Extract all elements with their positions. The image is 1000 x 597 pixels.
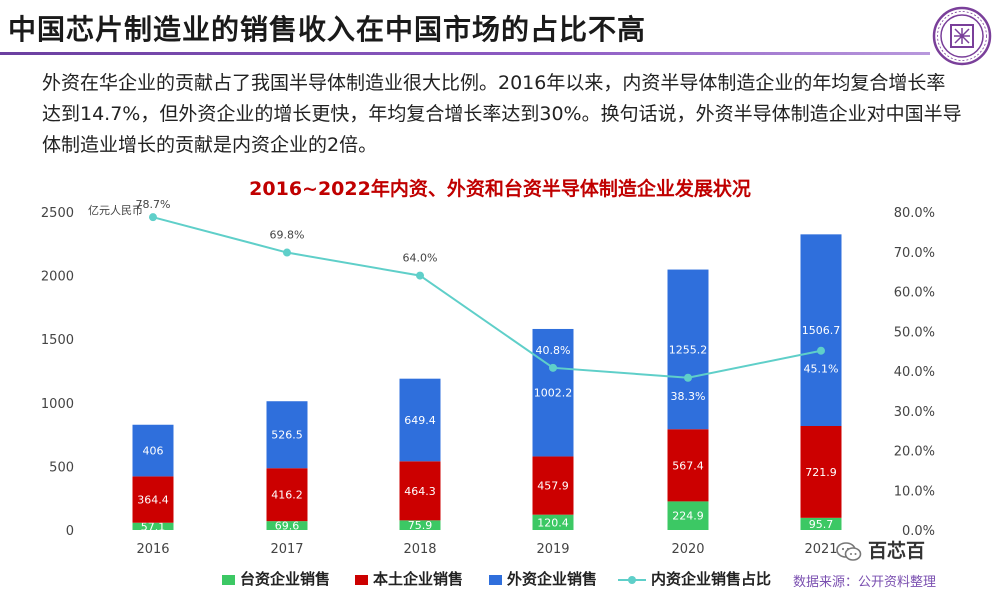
intro-paragraph: 外资在华企业的贡献占了我国半导体制造业很大比例。2016年以来，内资半导体制造企…: [42, 72, 962, 156]
bar-label-1-4: 567.4: [672, 459, 704, 472]
bar-label-0-1: 69.6: [275, 520, 300, 533]
x-tick-label: 2017: [270, 542, 303, 557]
x-tick-label: 2021: [804, 542, 837, 557]
bar-1-5: [800, 426, 842, 518]
university-seal-icon: [932, 6, 992, 66]
legend-swatch-taiwan: [222, 574, 235, 585]
y-tick-label: 2500: [41, 206, 74, 221]
bar-2-5: [800, 234, 842, 427]
y-tick-label: 500: [49, 460, 74, 475]
bar-2-4: [667, 269, 709, 430]
brand-name: 百芯百: [868, 540, 926, 562]
x-tick-label: 2019: [536, 542, 569, 557]
y-tick-label: 1000: [41, 397, 74, 412]
bar-1-1: [266, 468, 308, 522]
y-axis-label: 亿元人民币: [88, 204, 143, 217]
y2-tick-label: 50.0%: [894, 325, 935, 340]
bar-label-0-0: 57.1: [141, 520, 166, 533]
slide-title: 中国芯片制造业的销售收入在中国市场的占比不高: [8, 13, 647, 46]
share-point-1: [283, 248, 291, 257]
bar-label-2-2: 649.4: [404, 414, 436, 427]
bar-label-0-5: 95.7: [809, 518, 834, 531]
bar-label-2-4: 1255.2: [669, 343, 708, 356]
y-tick-label: 0: [66, 524, 74, 539]
bar-0-4: [667, 501, 709, 530]
share-label-1: 69.8%: [270, 229, 305, 242]
bar-0-5: [800, 517, 842, 530]
legend-label-share: 内资企业销售占比: [651, 570, 772, 588]
bar-label-2-0: 406: [143, 445, 164, 458]
share-point-4: [684, 373, 692, 382]
brand-watermark: 百芯百: [836, 536, 925, 562]
chart-legend: 台资企业销售 本土企业销售 外资企业销售 内资企业销售占比: [0, 568, 1000, 592]
bar-0-0: [132, 522, 174, 530]
bar-1-2: [399, 461, 441, 521]
share-point-2: [416, 271, 424, 280]
share-point-0: [149, 213, 157, 222]
bar-1-0: [132, 476, 174, 523]
share-label-3: 40.8%: [536, 344, 571, 357]
bar-label-2-3: 1002.2: [534, 387, 573, 400]
y2-tick-label: 30.0%: [894, 405, 935, 420]
bar-0-3: [532, 514, 574, 530]
share-point-3: [549, 363, 557, 372]
legend-swatch-share: [618, 575, 646, 585]
share-label-2: 64.0%: [403, 252, 438, 265]
share-label-5: 45.1%: [804, 363, 839, 376]
data-source: 数据来源：公开资料整理: [793, 575, 937, 590]
legend-label-domestic: 本土企业销售: [373, 570, 464, 588]
y2-tick-label: 70.0%: [894, 246, 935, 261]
bar-1-4: [667, 429, 709, 502]
legend-label-foreign: 外资企业销售: [507, 570, 598, 588]
y-tick-label: 2000: [41, 270, 74, 285]
bar-0-2: [399, 520, 441, 530]
title-divider: [0, 52, 930, 55]
bar-label-0-2: 75.9: [408, 519, 433, 532]
legend-item-taiwan: 台资企业销售: [222, 568, 330, 589]
legend-label-taiwan: 台资企业销售: [240, 570, 331, 588]
bar-label-1-5: 721.9: [805, 466, 837, 479]
bar-label-2-1: 526.5: [271, 429, 303, 442]
y2-tick-label: 40.0%: [894, 365, 935, 380]
x-tick-label: 2018: [403, 542, 436, 557]
x-tick-label: 2020: [671, 542, 704, 557]
bar-2-3: [532, 328, 574, 457]
legend-item-domestic: 本土企业销售: [355, 568, 463, 589]
legend-swatch-foreign: [489, 574, 502, 585]
bar-label-0-4: 224.9: [672, 510, 704, 523]
bar-label-1-3: 457.9: [537, 480, 569, 493]
bar-label-0-3: 120.4: [537, 516, 569, 529]
x-tick-label: 2016: [136, 542, 169, 557]
bar-label-1-1: 416.2: [271, 489, 303, 502]
bar-2-0: [132, 424, 174, 477]
y-tick-label: 1500: [41, 333, 74, 348]
bar-label-1-0: 364.4: [137, 494, 169, 507]
share-label-4: 38.3%: [671, 390, 706, 403]
legend-swatch-domestic: [355, 574, 368, 585]
bar-0-1: [266, 521, 308, 530]
legend-item-foreign: 外资企业销售: [489, 568, 597, 589]
y2-tick-label: 60.0%: [894, 286, 935, 301]
bar-label-2-5: 1506.7: [802, 324, 841, 337]
legend-item-share: 内资企业销售占比: [618, 568, 771, 589]
y2-tick-label: 0.0%: [902, 524, 935, 539]
bar-2-2: [399, 378, 441, 462]
y2-tick-label: 80.0%: [894, 206, 935, 221]
wechat-icon: [836, 541, 862, 561]
share-point-5: [817, 346, 825, 355]
chart-title: 2016~2022年内资、外资和台资半导体制造企业发展状况: [249, 178, 751, 200]
share-line: [152, 216, 822, 379]
bar-1-3: [532, 456, 574, 515]
y2-tick-label: 20.0%: [894, 445, 935, 460]
bar-label-1-2: 464.3: [404, 485, 436, 498]
bar-2-1: [266, 401, 308, 469]
y2-tick-label: 10.0%: [894, 484, 935, 499]
share-label-0: 78.7%: [136, 198, 171, 211]
